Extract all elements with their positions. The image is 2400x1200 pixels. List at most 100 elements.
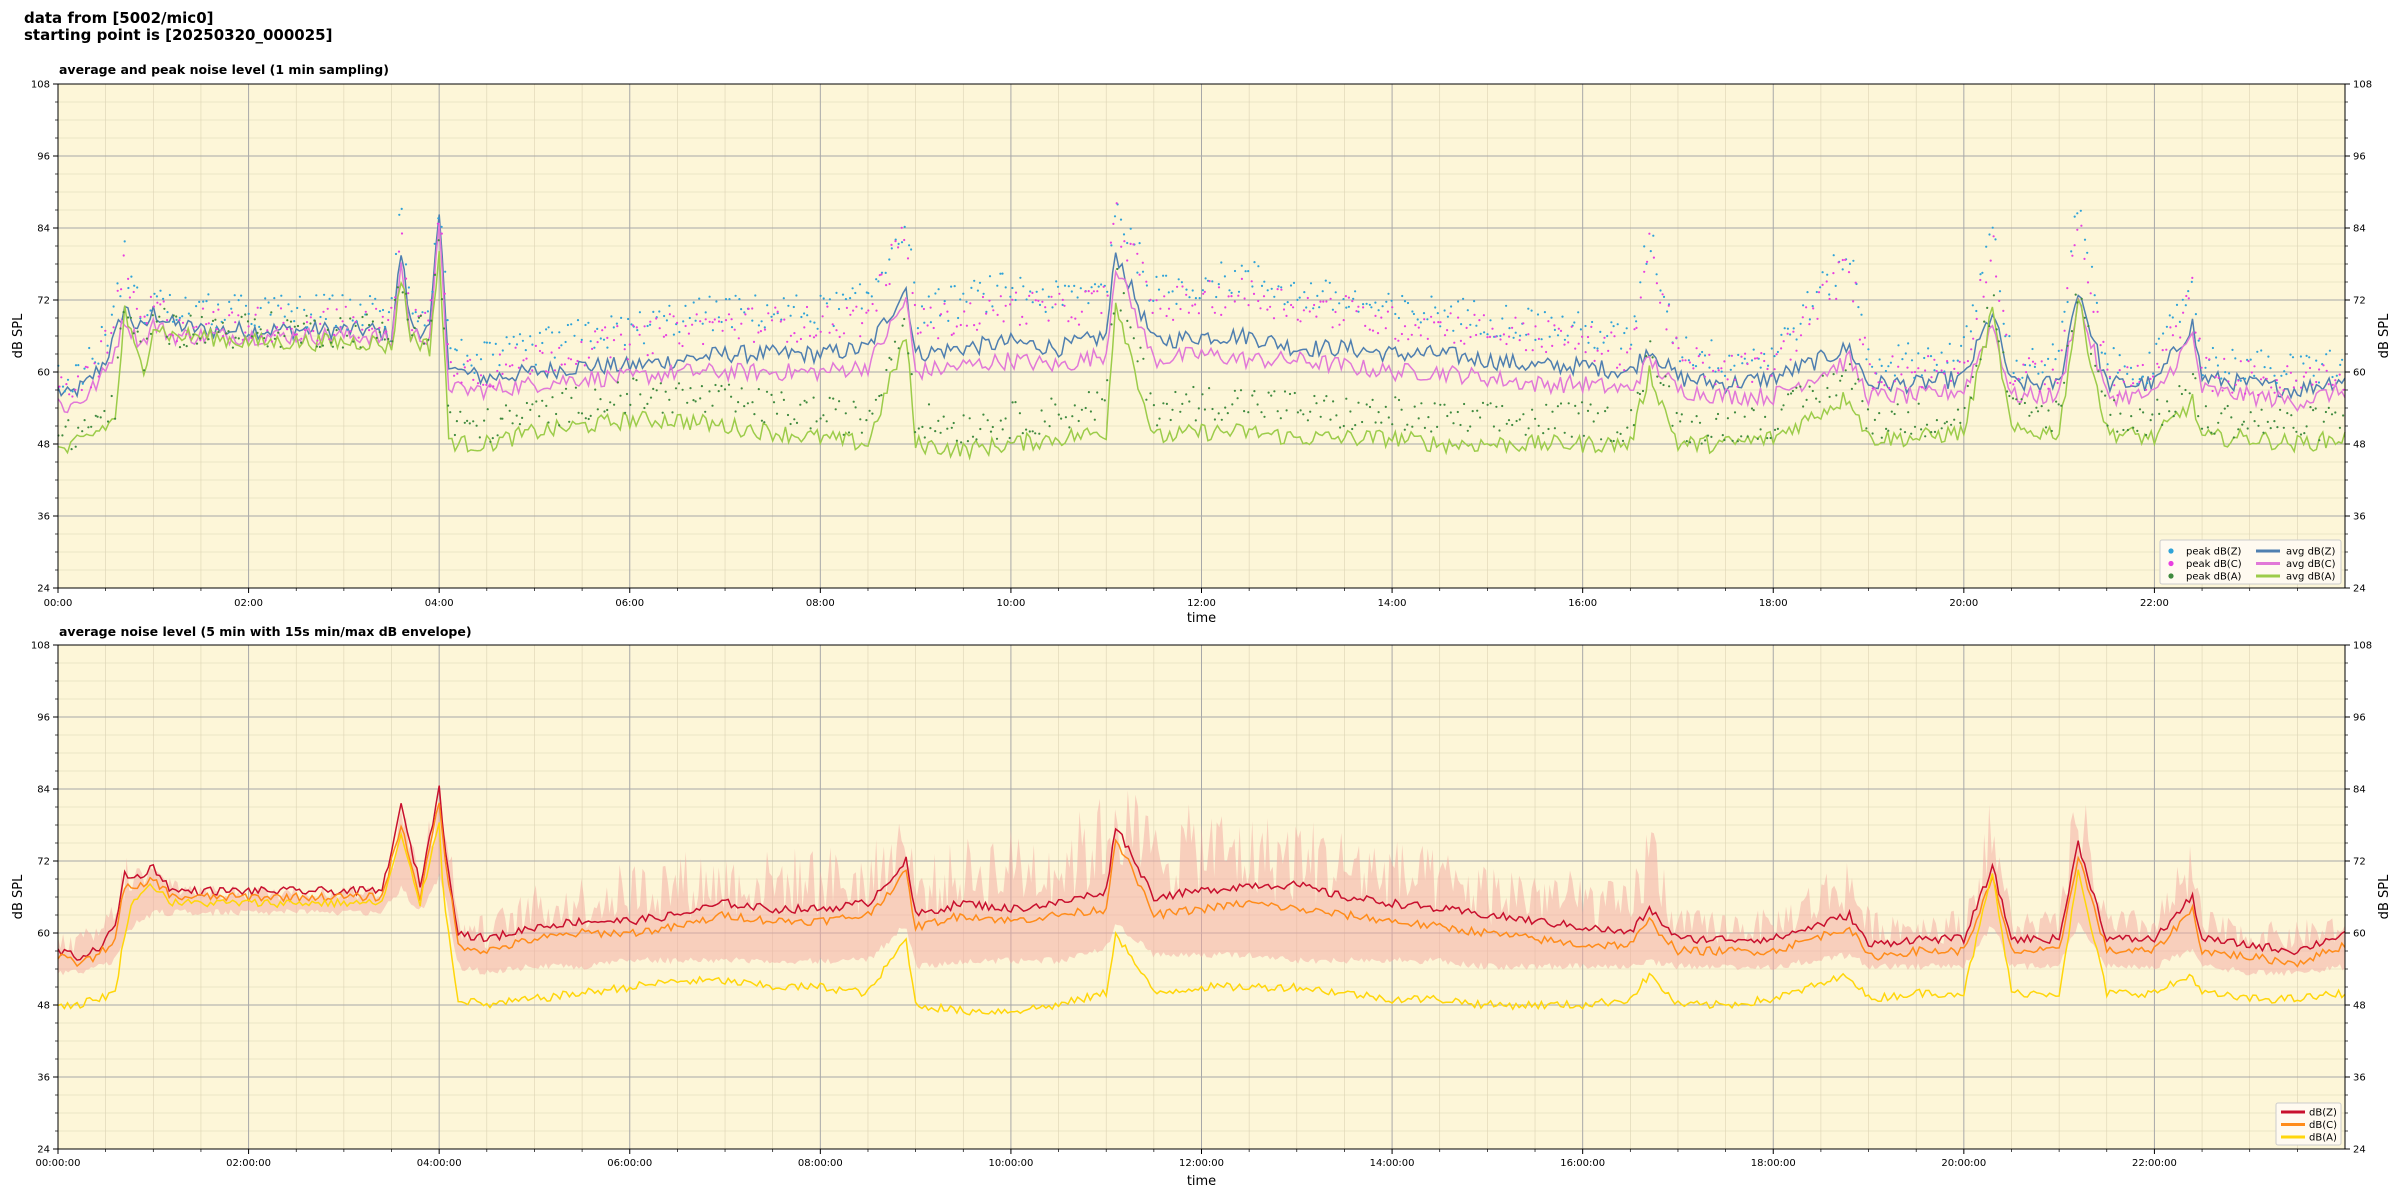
peak-point — [860, 307, 863, 310]
peak-point — [475, 353, 478, 356]
peak-point — [404, 277, 408, 280]
peak-point — [2129, 366, 2133, 369]
peak-point — [1419, 334, 1422, 337]
peak-point — [1901, 358, 1904, 361]
peak-point — [2327, 406, 2330, 409]
peak-point — [1380, 316, 1383, 319]
peak-point — [937, 288, 940, 291]
peak-point — [908, 244, 911, 247]
peak-point — [702, 342, 705, 346]
peak-point — [2063, 310, 2066, 313]
peak-point — [1616, 366, 1619, 369]
peak-point — [920, 305, 924, 308]
peak-point — [929, 427, 932, 430]
peak-point — [859, 335, 862, 338]
peak-point — [658, 310, 661, 313]
x-tick-label: 02:00 — [234, 598, 263, 609]
peak-point — [2250, 371, 2253, 374]
peak-point — [1204, 277, 1207, 280]
x-tick-label: 06:00 — [615, 598, 644, 609]
peak-point — [563, 363, 567, 366]
peak-point — [1132, 243, 1135, 246]
peak-point — [1316, 294, 1319, 297]
peak-point — [65, 383, 68, 386]
peak-point — [1112, 222, 1115, 225]
peak-point — [250, 335, 254, 338]
peak-point — [1328, 281, 1331, 284]
peak-point — [1439, 403, 1442, 406]
peak-point — [1119, 309, 1122, 312]
peak-point — [1247, 411, 1250, 414]
peak-point — [663, 314, 666, 318]
peak-point — [1646, 260, 1649, 263]
peak-point — [1347, 305, 1350, 308]
peak-point — [2290, 414, 2293, 417]
peak-point — [1061, 298, 1064, 301]
peak-point — [1035, 290, 1038, 293]
peak-point — [1929, 355, 1933, 358]
peak-point — [2171, 316, 2174, 319]
peak-point — [1953, 367, 1956, 370]
peak-point — [1665, 328, 1668, 331]
peak-point — [1695, 415, 1698, 418]
peak-point — [2317, 381, 2321, 384]
peak-point — [646, 324, 649, 328]
peak-point — [296, 324, 300, 328]
peak-point — [413, 326, 416, 329]
peak-point — [1093, 283, 1097, 286]
peak-point — [1956, 371, 1960, 375]
peak-point — [878, 394, 881, 398]
peak-point — [1313, 303, 1316, 307]
peak-point — [1126, 259, 1129, 262]
peak-point — [1309, 282, 1313, 285]
peak-point — [1723, 438, 1726, 442]
peak-point — [1158, 417, 1161, 420]
peak-point — [400, 232, 404, 235]
peak-point — [1782, 404, 1785, 407]
peak-point — [168, 293, 171, 297]
peak-point — [240, 294, 243, 297]
peak-point — [349, 330, 352, 333]
peak-point — [1802, 405, 1805, 408]
peak-point — [992, 309, 995, 312]
peak-point — [1950, 423, 1953, 426]
peak-point — [819, 330, 822, 333]
peak-point — [518, 423, 522, 426]
peak-point — [390, 306, 393, 309]
peak-point — [303, 328, 306, 332]
peak-point — [189, 336, 192, 339]
peak-point — [1728, 354, 1731, 357]
peak-point — [688, 316, 691, 320]
peak-point — [468, 422, 471, 425]
peak-point — [782, 297, 785, 300]
peak-point — [2151, 413, 2154, 416]
peak-point — [795, 421, 799, 424]
peak-point — [2241, 423, 2244, 426]
peak-point — [1871, 365, 1874, 368]
peak-point — [2256, 350, 2259, 353]
peak-point — [828, 331, 831, 334]
peak-point — [1011, 298, 1014, 301]
peak-point — [71, 390, 74, 393]
peak-point — [593, 346, 596, 349]
peak-point — [1299, 320, 1302, 323]
peak-point — [365, 313, 368, 316]
peak-point — [449, 411, 452, 414]
peak-point — [61, 385, 65, 388]
peak-point — [878, 274, 881, 277]
peak-point — [713, 318, 716, 321]
peak-point — [975, 438, 978, 441]
peak-point — [1991, 226, 1994, 229]
peak-point — [1563, 338, 1566, 341]
peak-point — [1171, 290, 1174, 293]
peak-point — [721, 329, 724, 332]
peak-point — [1635, 326, 1638, 329]
peak-point — [858, 283, 862, 286]
peak-point — [1252, 292, 1256, 295]
peak-point — [996, 313, 999, 316]
peak-point — [1553, 427, 1556, 430]
peak-point — [1878, 358, 1881, 361]
peak-point — [1534, 338, 1537, 341]
peak-point — [793, 332, 796, 335]
